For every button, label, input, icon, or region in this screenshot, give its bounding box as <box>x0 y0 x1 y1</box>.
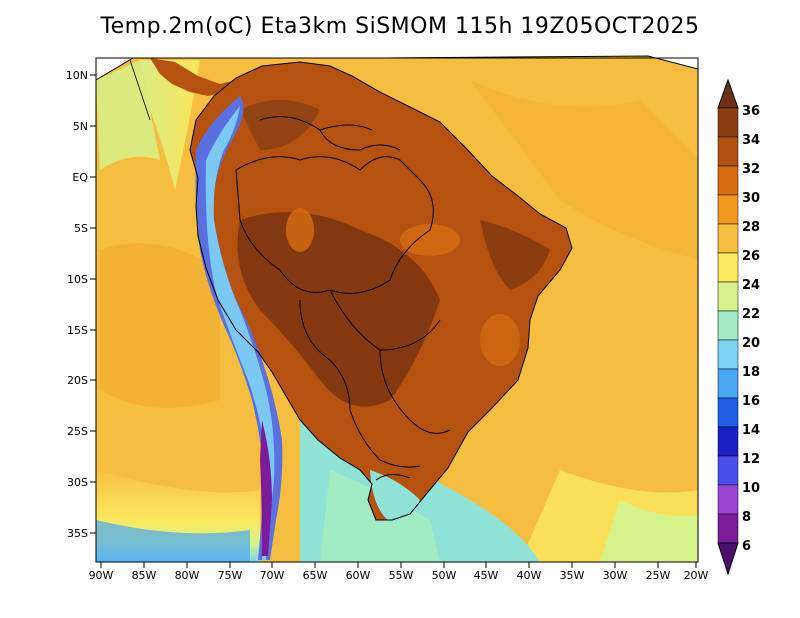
lat-label: 10N <box>66 69 88 82</box>
colorbar-label: 34 <box>742 133 760 148</box>
colorbar-swatch <box>717 397 739 428</box>
colorbar-swatch <box>717 252 739 283</box>
lon-label: 20W <box>684 569 709 582</box>
longitude-axis: 90W 85W 80W 75W 70W 65W 60W 55W 50W 45W … <box>89 562 709 582</box>
colorbar-label: 36 <box>742 104 760 119</box>
lat-label: 5S <box>74 222 88 235</box>
colorbar-swatch <box>717 368 739 399</box>
lat-label: 30S <box>67 476 88 489</box>
colorbar-swatch <box>717 426 739 457</box>
colorbar-swatch <box>717 223 739 254</box>
lat-label: 15S <box>67 324 88 337</box>
colorbar-swatch <box>717 339 739 370</box>
latitude-axis: 10N 5N EQ 5S 10S 15S 20S 25S 30S 35S <box>66 69 96 540</box>
colorbar-swatch <box>717 484 739 515</box>
coastline <box>129 59 151 121</box>
colorbar-label: 28 <box>742 220 760 235</box>
pacific-cool-band <box>96 60 160 170</box>
map-field <box>96 56 698 562</box>
colorbar-swatch <box>717 455 739 486</box>
hot-north <box>240 100 320 150</box>
south-pacific-cold <box>96 520 250 562</box>
lon-label: 75W <box>218 569 243 582</box>
colorbar-label: 6 <box>742 539 751 554</box>
colorbar-top-arrow <box>717 78 739 109</box>
lon-label: 70W <box>260 569 285 582</box>
plot-frame <box>95 57 699 563</box>
colorbar-label: 12 <box>742 452 760 467</box>
colorbar-label: 30 <box>742 191 760 206</box>
map-title: Temp.2m(oC) Eta3km SiSMOM 115h 19Z05OCT2… <box>100 14 700 39</box>
south-atlantic-cool <box>600 500 698 562</box>
colorbar-label: 18 <box>742 365 760 380</box>
warm-patch <box>480 314 520 366</box>
warm-patch <box>400 224 460 256</box>
warm-patch <box>286 208 314 252</box>
lon-label: 40W <box>517 569 542 582</box>
lon-label: 25W <box>646 569 671 582</box>
lon-label: 35W <box>560 569 585 582</box>
colorbar-swatch <box>717 513 739 544</box>
lat-label: 20S <box>67 374 88 387</box>
colorbar-swatch <box>717 310 739 341</box>
central-america <box>150 58 236 96</box>
colorbar-label: 16 <box>742 394 760 409</box>
colorbar-label: 32 <box>742 162 760 177</box>
lat-label: 5N <box>73 120 88 133</box>
lat-label: EQ <box>72 171 88 184</box>
colorbar-label: 14 <box>742 423 760 438</box>
hot-interior <box>237 212 440 407</box>
lon-label: 80W <box>175 569 200 582</box>
colorbar-swatch <box>717 194 739 225</box>
lon-label: 90W <box>89 569 114 582</box>
lat-label: 25S <box>67 425 88 438</box>
lon-label: 50W <box>432 569 457 582</box>
colorbar-swatch <box>717 136 739 167</box>
colorbar: 36 34 32 30 28 26 24 22 20 18 16 14 12 1… <box>717 78 760 576</box>
pacific-cool-band <box>140 60 200 190</box>
lon-label: 60W <box>346 569 371 582</box>
colorbar-label: 10 <box>742 481 760 496</box>
colorbar-label: 20 <box>742 336 760 351</box>
lon-label: 45W <box>474 569 499 582</box>
colorbar-label: 26 <box>742 249 760 264</box>
colorbar-label: 8 <box>742 510 751 525</box>
colorbar-label: 24 <box>742 278 760 293</box>
lon-label: 85W <box>132 569 157 582</box>
lon-label: 30W <box>603 569 628 582</box>
country-borders <box>189 61 573 521</box>
andes-very-cold <box>260 420 272 556</box>
warm-ocean-patch <box>100 243 220 408</box>
colorbar-swatch <box>717 107 739 138</box>
hot-northeast <box>480 220 550 290</box>
colorbar-swatch <box>717 281 739 312</box>
colorbar-label: 22 <box>742 307 760 322</box>
cool-uruguay <box>370 470 420 522</box>
lon-label: 55W <box>389 569 414 582</box>
lat-label: 35S <box>67 527 88 540</box>
colorbar-swatch <box>717 165 739 196</box>
lat-label: 10S <box>67 273 88 286</box>
lon-label: 65W <box>303 569 328 582</box>
warm-ocean-patch <box>470 80 698 260</box>
andes-mid-strip <box>205 106 275 560</box>
colorbar-bottom-arrow <box>717 542 739 576</box>
